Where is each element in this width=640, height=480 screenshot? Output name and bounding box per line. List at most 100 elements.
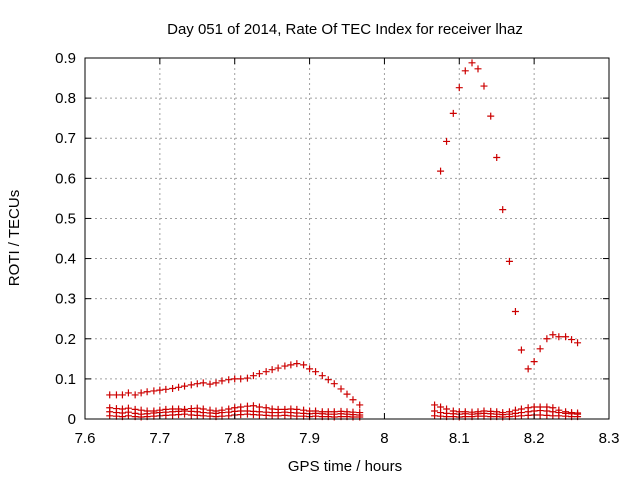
- data-point: [536, 411, 544, 419]
- y-axis-label: ROTI / TECUs: [6, 190, 23, 286]
- series-satellite-A: [106, 360, 364, 409]
- data-point: [243, 374, 251, 382]
- data-point: [293, 360, 301, 368]
- data-point: [199, 379, 207, 387]
- data-point: [225, 376, 233, 384]
- data-point: [162, 385, 170, 393]
- data-point: [193, 411, 201, 419]
- data-point: [300, 361, 308, 369]
- data-point: [112, 391, 120, 399]
- data-point: [268, 366, 276, 374]
- data-point: [169, 385, 177, 393]
- series-satellite-E: [437, 59, 582, 373]
- data-point: [437, 167, 445, 175]
- y-tick-label: 0.1: [55, 371, 76, 388]
- data-point: [517, 412, 525, 420]
- data-point: [181, 410, 189, 418]
- data-point: [356, 401, 364, 409]
- data-point: [530, 358, 538, 366]
- data-point: [505, 257, 513, 265]
- x-axis-label: GPS time / hours: [288, 458, 402, 475]
- grid: [85, 58, 609, 419]
- data-point: [549, 412, 557, 420]
- data-points: [106, 59, 582, 421]
- data-point: [549, 331, 557, 339]
- data-point: [574, 339, 582, 347]
- data-point: [524, 365, 532, 373]
- data-point: [175, 411, 183, 419]
- chart-title: Day 051 of 2014, Rate Of TEC Index for r…: [167, 21, 523, 38]
- data-point: [274, 364, 282, 372]
- data-point: [156, 386, 164, 394]
- x-tick-label: 7.8: [224, 430, 245, 447]
- data-point: [324, 376, 332, 384]
- data-point: [187, 381, 195, 389]
- data-point: [106, 412, 114, 420]
- data-point: [237, 411, 245, 419]
- y-tick-label: 0.7: [55, 130, 76, 147]
- x-tick-label: 8.3: [599, 430, 620, 447]
- y-tick-label: 0.4: [55, 251, 76, 268]
- data-point: [249, 372, 257, 380]
- data-point: [330, 380, 338, 388]
- data-point: [231, 375, 239, 383]
- x-tick-label: 7.7: [149, 430, 170, 447]
- data-point: [262, 411, 270, 419]
- data-point: [543, 411, 551, 419]
- data-point: [181, 382, 189, 390]
- x-tick-label: 7.9: [299, 430, 320, 447]
- y-tick-label: 0.3: [55, 291, 76, 308]
- data-point: [431, 412, 439, 420]
- data-point: [193, 380, 201, 388]
- data-point: [255, 411, 263, 419]
- data-point: [262, 368, 270, 376]
- y-tick-label: 0.2: [55, 331, 76, 348]
- y-tick-label: 0.5: [55, 210, 76, 227]
- data-point: [199, 412, 207, 420]
- data-point: [268, 412, 276, 420]
- data-point: [543, 335, 551, 343]
- data-point: [555, 333, 563, 341]
- data-point: [255, 370, 263, 378]
- data-point: [281, 362, 289, 370]
- data-point: [480, 82, 488, 90]
- data-point: [243, 410, 251, 418]
- data-point: [536, 345, 544, 353]
- data-point: [499, 206, 507, 214]
- data-point: [468, 59, 476, 67]
- data-point: [131, 391, 139, 399]
- data-point: [124, 389, 132, 397]
- data-point: [318, 372, 326, 380]
- y-tick-label: 0.6: [55, 170, 76, 187]
- data-point: [206, 380, 214, 388]
- y-tick-label: 0.8: [55, 90, 76, 107]
- series-satellite-D: [106, 410, 364, 421]
- data-point: [461, 67, 469, 75]
- data-point: [175, 383, 183, 391]
- axis-ticks: 7.6 7.7 7.8 7.9 8 8.1 8.2 8.3 0 0.1 0.2 0.3 0.4 0.5 0.…: [55, 50, 619, 447]
- data-point: [337, 385, 345, 393]
- data-point: [287, 412, 295, 420]
- data-point: [568, 336, 576, 344]
- plot-frame: [84, 57, 610, 420]
- data-point: [349, 396, 357, 404]
- data-point: [137, 389, 145, 397]
- data-point: [249, 411, 257, 419]
- y-tick-label: 0: [68, 411, 76, 428]
- data-point: [511, 308, 519, 316]
- data-point: [169, 411, 177, 419]
- data-point: [106, 391, 114, 399]
- data-point: [274, 412, 282, 420]
- data-point: [124, 412, 132, 420]
- data-point: [431, 401, 439, 409]
- data-point: [562, 333, 570, 341]
- data-point: [143, 388, 151, 396]
- data-point: [474, 65, 482, 73]
- data-point: [312, 368, 320, 376]
- y-tick-label: 0.9: [55, 50, 76, 67]
- data-point: [162, 411, 170, 419]
- data-point: [493, 153, 501, 161]
- data-point: [449, 109, 457, 117]
- data-point: [281, 411, 289, 419]
